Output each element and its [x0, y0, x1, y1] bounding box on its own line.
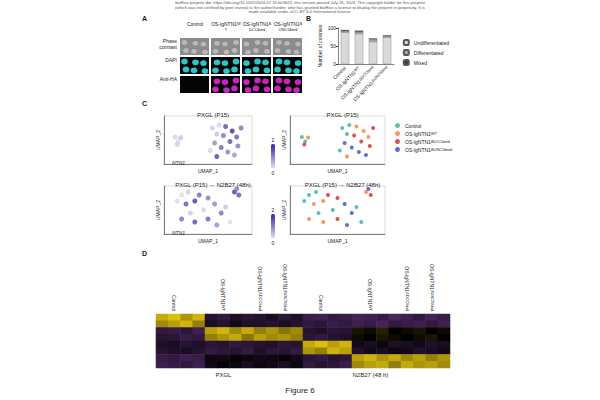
svg-text:ΔDCCbind: ΔDCCbind [405, 292, 410, 311]
svg-text:OS-lgNTN1: OS-lgNTN1 [404, 266, 410, 292]
html-text:D: D [142, 250, 148, 257]
svg-text:50: 50 [330, 43, 336, 49]
svg-text:UMAP_1: UMAP_1 [198, 168, 218, 174]
svg-text:UMAP_1: UMAP_1 [327, 168, 347, 174]
svg-text:100: 100 [328, 25, 337, 31]
svg-text:ΔUNC5bind: ΔUNC5bind [430, 290, 435, 311]
svg-text:OS-lgNTN1: OS-lgNTN1 [367, 279, 373, 305]
html-text:DAPI: DAPI [165, 57, 177, 63]
svg-text:UMAP_1: UMAP_1 [327, 238, 347, 244]
svg-text:OS-lgNTN1: OS-lgNTN1 [334, 69, 357, 92]
svg-text:0: 0 [272, 240, 275, 246]
svg-text:WT: WT [431, 131, 438, 136]
svg-text:Differentiated: Differentiated [414, 50, 444, 56]
svg-text:PXGL (P15): PXGL (P15) [197, 112, 229, 118]
svg-text:ΔUNC5bind: ΔUNC5bind [283, 290, 288, 311]
svg-text:OS-lgNTN1: OS-lgNTN1 [405, 147, 431, 153]
html-text:OS-lgNTN1ΔUNC5bind: OS-lgNTN1ΔUNC5bind [273, 21, 303, 32]
svg-text:UMAP_2: UMAP_2 [155, 130, 161, 150]
html-text:Figure 6: Figure 6 [285, 386, 315, 395]
svg-text:ΔUNC5bind: ΔUNC5bind [370, 65, 388, 83]
svg-text:PXGL (P15): PXGL (P15) [326, 112, 358, 118]
svg-text:PXGL (P15) → N2B27 (48h): PXGL (P15) → N2B27 (48h) [175, 182, 250, 188]
svg-text:NTN1: NTN1 [172, 160, 185, 166]
svg-text:WT: WT [221, 305, 226, 312]
html-text:(which was not certified by pe: (which was not certified by peer review)… [175, 4, 425, 10]
svg-text:WT: WT [368, 305, 373, 312]
svg-text:Number of colonies: Number of colonies [317, 24, 323, 68]
svg-text:UMAP_1: UMAP_1 [198, 238, 218, 244]
html-text:made available under aCC-BY 4.: made available under aCC-BY 4.0 Internat… [248, 9, 352, 15]
html-text:OS-lgNTN1WT: OS-lgNTN1WT [211, 21, 241, 32]
html-text:Phase contrast: Phase contrast [159, 38, 177, 50]
html-text:A: A [142, 15, 148, 22]
svg-text:Control: Control [331, 64, 348, 81]
svg-text:OS-lgNTN1: OS-lgNTN1 [405, 131, 431, 137]
svg-text:PXGL (P15) → N2B27 (48h): PXGL (P15) → N2B27 (48h) [305, 182, 380, 188]
svg-text:2: 2 [272, 207, 275, 213]
svg-text:ΔDCCbind: ΔDCCbind [431, 139, 450, 144]
svg-text:OS-lgNTN1: OS-lgNTN1 [429, 264, 435, 290]
svg-text:Undifferentiated: Undifferentiated [414, 40, 449, 46]
html-text:Control: Control [186, 21, 204, 27]
svg-text:ΔUNC5bind: ΔUNC5bind [431, 147, 452, 152]
html-text:OS-lgNTN1ΔDCCbind: OS-lgNTN1ΔDCCbind [242, 21, 272, 32]
svg-text:0: 0 [272, 170, 275, 176]
svg-text:N2B27 (48 h): N2B27 (48 h) [353, 372, 389, 378]
svg-text:OS-lgNTN1: OS-lgNTN1 [405, 139, 431, 145]
svg-text:OS-lgNTN1: OS-lgNTN1 [352, 80, 375, 103]
svg-text:ΔDCCbind: ΔDCCbind [357, 64, 375, 82]
svg-text:WT: WT [352, 64, 361, 73]
svg-text:Mixed: Mixed [414, 60, 428, 66]
svg-text:0: 0 [333, 61, 336, 67]
svg-text:UMAP_2: UMAP_2 [281, 130, 287, 150]
svg-text:Control: Control [171, 295, 177, 311]
svg-text:UMAP_2: UMAP_2 [281, 200, 287, 220]
svg-text:OS-lgNTN1: OS-lgNTN1 [282, 264, 288, 290]
html-text:bioRxiv preprint doi: https://: bioRxiv preprint doi: https://doi.org/10… [175, 0, 425, 5]
svg-text:2: 2 [272, 137, 275, 143]
svg-text:OS-lgNTN1: OS-lgNTN1 [257, 266, 263, 292]
html-text:B: B [306, 15, 312, 22]
svg-text:PXGL: PXGL [215, 372, 232, 378]
svg-text:NTN1: NTN1 [172, 230, 185, 236]
svg-text:Control: Control [405, 123, 421, 129]
svg-text:Control: Control [318, 295, 324, 311]
svg-text:OS-lgNTN1: OS-lgNTN1 [220, 279, 226, 305]
svg-text:UMAP_2: UMAP_2 [155, 200, 161, 220]
html-text:Anti-HA: Anti-HA [159, 76, 177, 82]
svg-text:ΔDCCbind: ΔDCCbind [258, 292, 263, 311]
html-text:C: C [142, 100, 148, 107]
